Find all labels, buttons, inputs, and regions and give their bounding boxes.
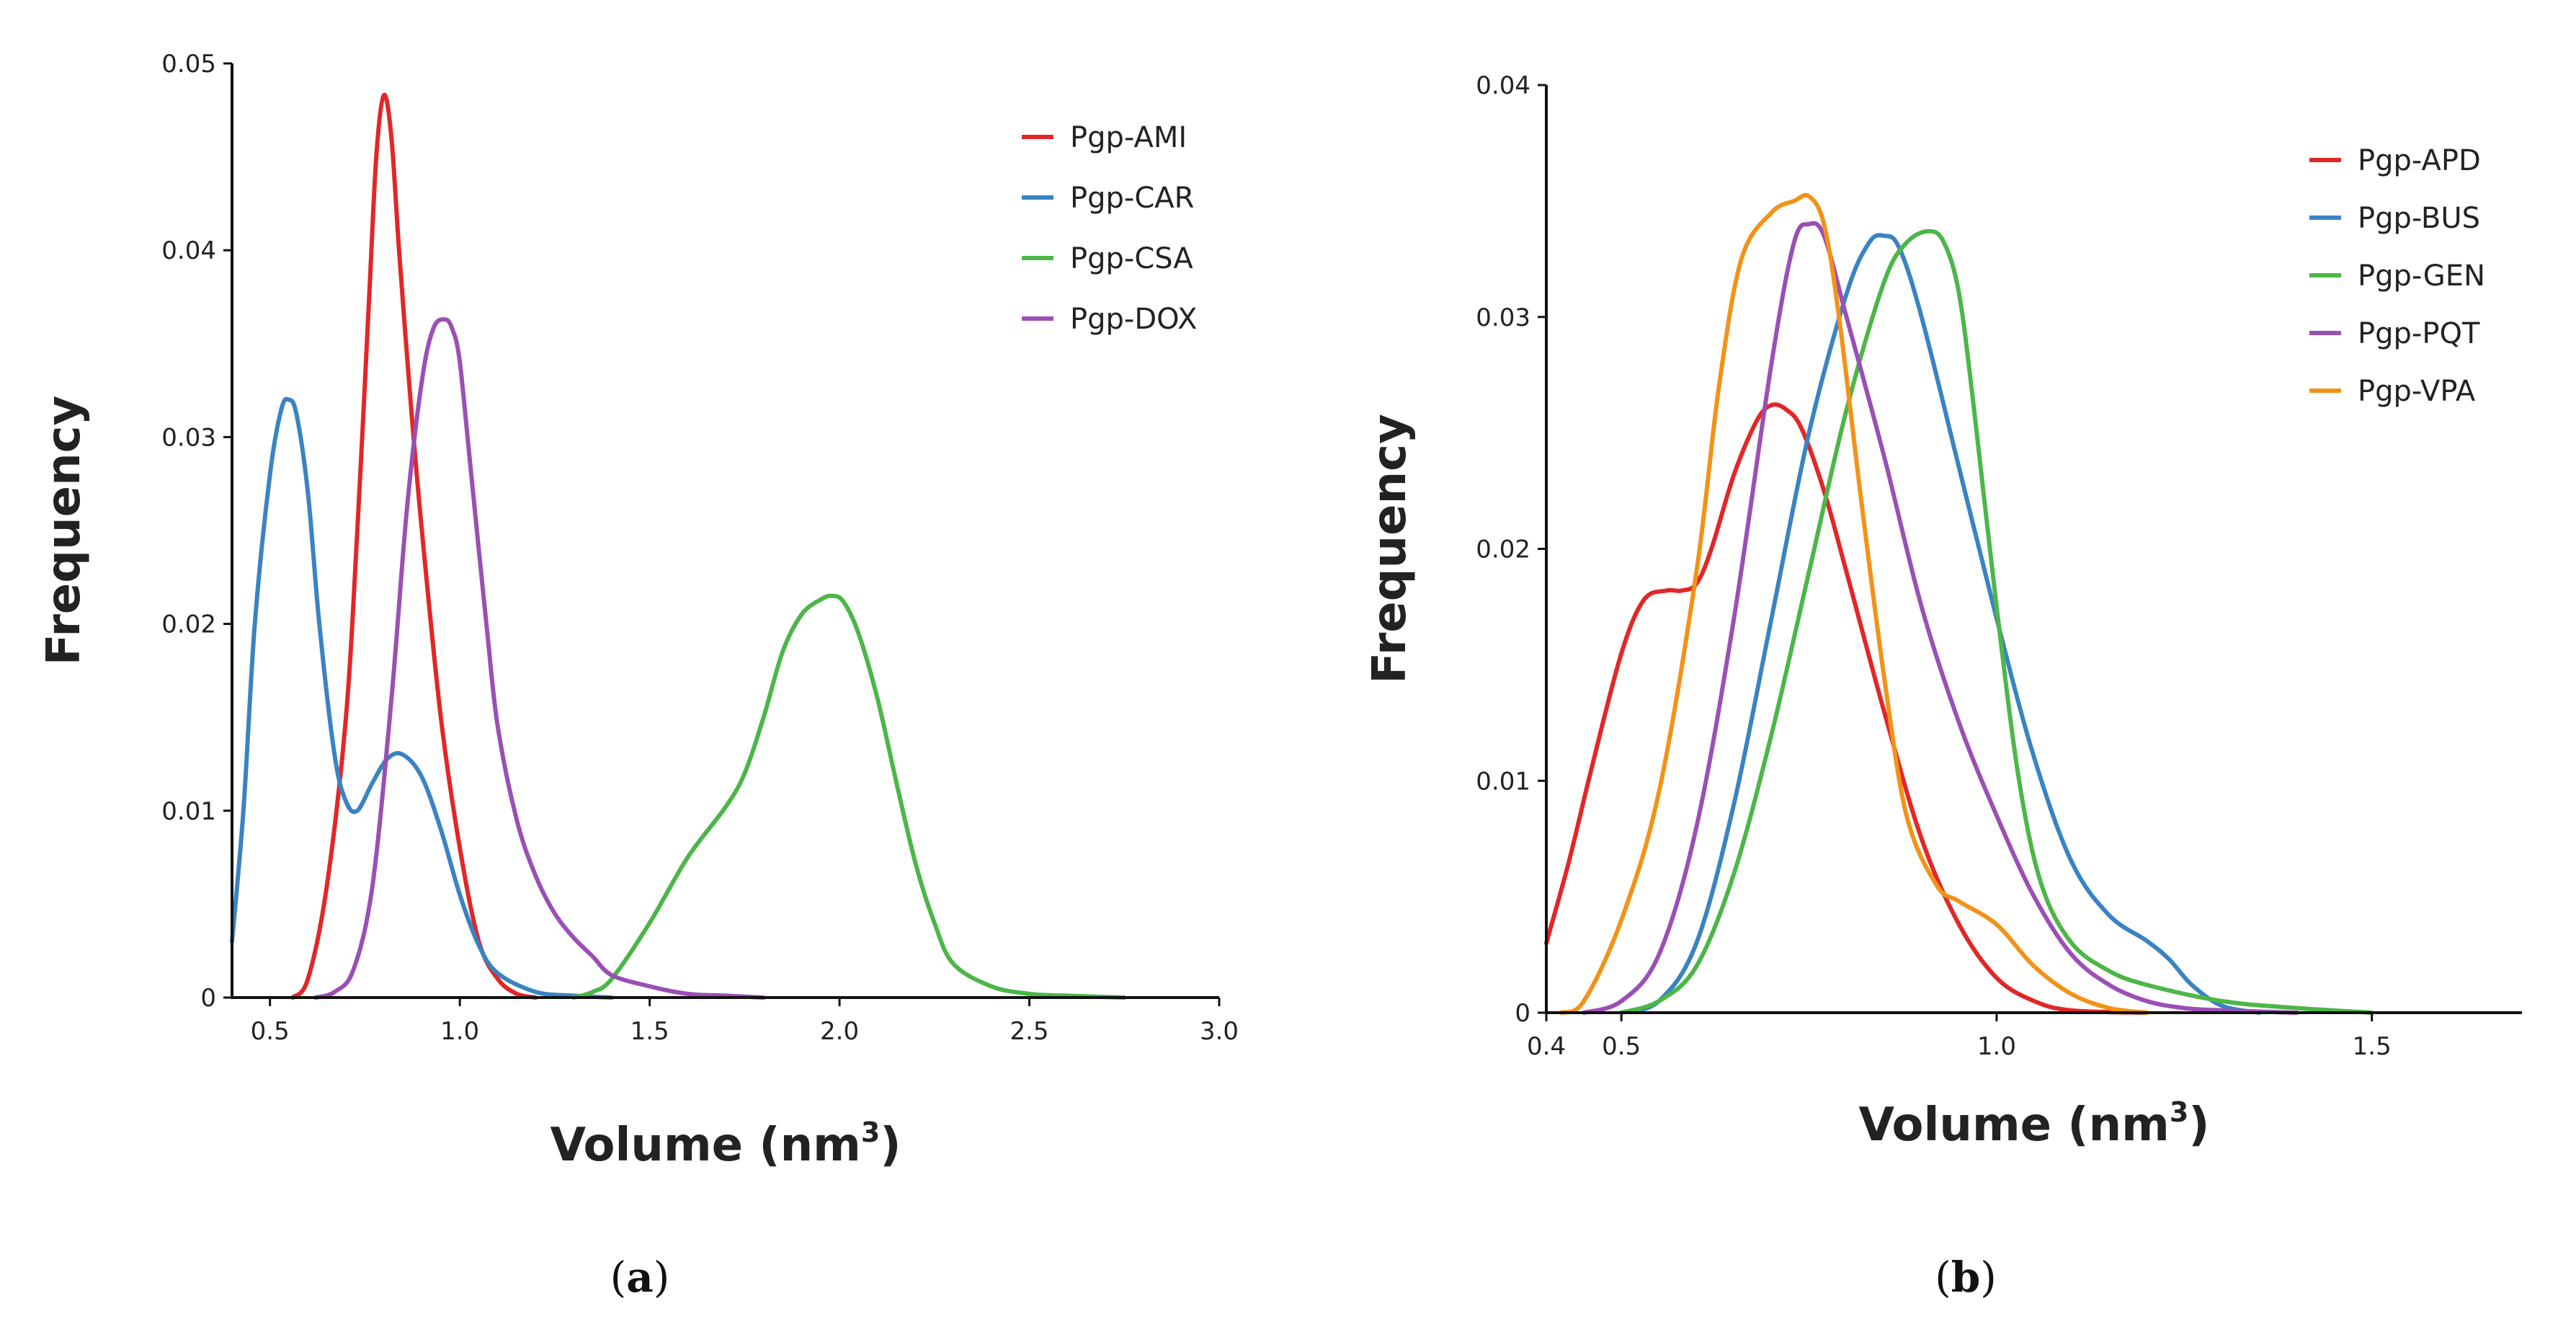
panel-a-axes (231, 63, 1219, 999)
panel-b-x-axis-title-close: ) (2188, 1098, 2209, 1152)
panel-a-label: (a) (610, 1253, 670, 1302)
legend-label-pgp-ami: Pgp-AMI (1070, 121, 1187, 154)
panel-b-y-tick-label: 0.02 (1476, 536, 1530, 564)
panel-a-x-tick-label: 2.5 (1010, 1017, 1048, 1046)
panel-a-label-open: ( (610, 1253, 627, 1302)
panel-a-x-tick-label: 1.5 (630, 1017, 669, 1046)
panel-b-legend: Pgp-APD Pgp-BUS Pgp-GEN Pgp-PQT Pgp-VPA (2309, 144, 2485, 408)
panel-b-ticks-group: 0 0.01 0.02 0.03 0.04 0.4 0.5 1.0 1.5 (1476, 71, 2391, 1061)
panel-b-series-pgp-apd (1544, 402, 2149, 1015)
panel-a-chart: 00.010.020.030.040.050.5 1.0 1.5 2.0 2.5 3.0 … (37, 50, 1239, 1302)
panel-b-axes (1545, 85, 2522, 1014)
panel-b-chart: 00.010.020.030.040.4 0.5 1.0 1.5 Pgp-APDPgp… (1363, 71, 2522, 1302)
legend-label-pgp-apd: Pgp-APD (2358, 144, 2481, 177)
panel-a-x-axis-title-close: ) (880, 1119, 901, 1172)
panel-a-y-tick-label: 0.03 (161, 423, 216, 452)
panel-b-x-axis-title: Volume (nm3) (1858, 1096, 2209, 1152)
panel-a-y-axis-title: Frequency (37, 396, 91, 666)
panel-b-label-close: ) (1980, 1253, 1997, 1302)
panel-b-x-axis-title-main: Volume (nm (1858, 1098, 2169, 1152)
panel-b-y-axis-title: Frequency (1363, 414, 1417, 684)
panel-b-series-pgp-gen (1619, 228, 2374, 1015)
legend-label-pgp-dox: Pgp-DOX (1070, 303, 1197, 336)
panel-a-series-pgp-ami (290, 92, 538, 1000)
panel-b-y-tick-label: 0 (1515, 999, 1530, 1028)
legend-label-pgp-pqt: Pgp-PQT (2358, 317, 2480, 350)
panel-a-x-tick-label: 3.0 (1200, 1017, 1239, 1046)
panel-b-series-pgp-vpa (1559, 192, 2149, 1015)
panel-b-x-tick-label: 0.4 (1527, 1032, 1566, 1061)
panel-a-y-tick-label: 0.05 (161, 50, 216, 79)
panel-a-series-group (230, 92, 1127, 1000)
panel-a-x-tick-label: 2.0 (820, 1017, 859, 1046)
panel-b-label-open: ( (1935, 1253, 1951, 1302)
panel-b-x-tick-label: 1.5 (2353, 1032, 2392, 1061)
panel-b-x-axis-title-sup: 3 (2170, 1096, 2188, 1128)
panel-a-y-tick-label: 0.04 (161, 236, 216, 265)
panel-a-label-letter: a (626, 1253, 654, 1302)
panel-a-legend: Pgp-AMI Pgp-CAR Pgp-CSA Pgp-DOX (1022, 121, 1197, 336)
panel-a-x-tick-label: 0.5 (251, 1017, 290, 1046)
panel-a-series-pgp-dox (313, 317, 766, 1000)
panel-b-y-tick-label: 0.01 (1476, 767, 1530, 796)
legend-label-pgp-vpa: Pgp-VPA (2358, 375, 2476, 408)
panel-b-series-group (1544, 192, 2374, 1015)
panel-a-y-tick-label: 0.02 (161, 610, 216, 639)
panel-a-x-tick-label: 1.0 (440, 1017, 479, 1046)
legend-label-pgp-csa: Pgp-CSA (1070, 242, 1193, 275)
panel-b-series-pgp-pqt (1582, 221, 2299, 1015)
panel-a-y-tick-label: 0 (200, 984, 216, 1013)
panel-b-x-tick-label: 1.0 (1977, 1032, 2016, 1061)
panel-b-y-tick-label: 0.03 (1476, 303, 1530, 332)
panel-a-label-close: ) (654, 1253, 670, 1302)
panel-b-label-letter: b (1951, 1253, 1981, 1302)
legend-label-pgp-gen: Pgp-GEN (2358, 259, 2485, 293)
legend-label-pgp-car: Pgp-CAR (1070, 182, 1194, 215)
panel-a-x-axis-title-sup: 3 (861, 1116, 880, 1148)
panel-b-label: (b) (1935, 1253, 1997, 1302)
panel-b-series-pgp-bus (1619, 233, 2262, 1015)
panel-b-x-tick-label: 0.5 (1602, 1032, 1641, 1061)
panel-b-y-tick-label: 0.04 (1476, 71, 1530, 100)
legend-label-pgp-bus: Pgp-BUS (2358, 202, 2480, 235)
panel-a-series-pgp-car (230, 396, 614, 1000)
panel-a-x-axis-title: Volume (nm3) (550, 1116, 901, 1172)
panel-a-series-pgp-csa (571, 593, 1127, 1000)
panel-a-y-tick-label: 0.01 (161, 797, 216, 826)
panel-a-x-axis-title-main: Volume (nm (550, 1119, 860, 1172)
